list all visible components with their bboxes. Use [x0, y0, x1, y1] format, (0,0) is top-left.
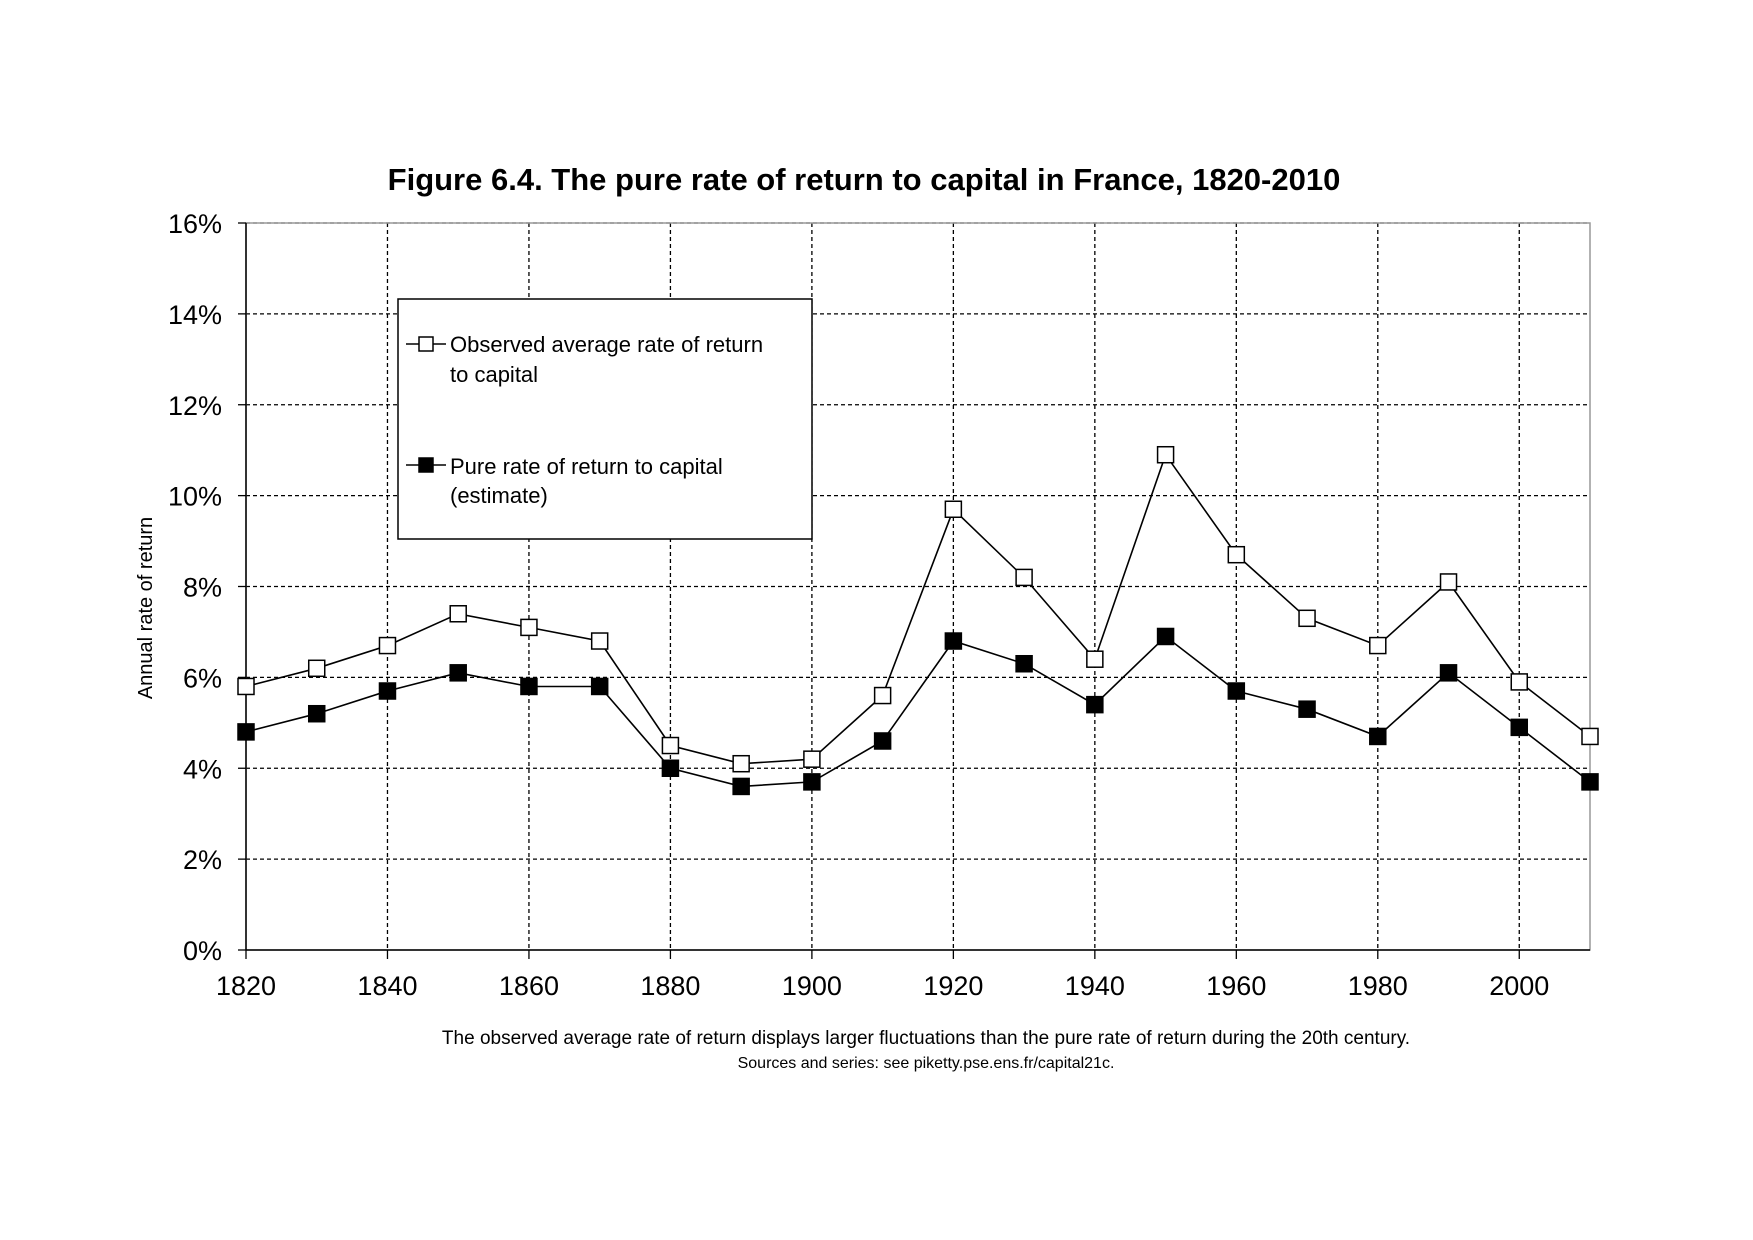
data-point-observed: [944, 500, 963, 519]
chart-caption: The observed average rate of return disp…: [442, 1028, 1410, 1049]
data-point-observed: [1156, 445, 1175, 464]
data-point-observed: [1086, 650, 1104, 668]
data-point-observed: [803, 750, 821, 768]
data-point-observed: [520, 618, 538, 637]
data-point-pure: [661, 759, 680, 777]
axes: [238, 222, 1590, 959]
y-tick-label: 12%: [168, 391, 222, 421]
legend: Observed average rate of return to capit…: [397, 298, 813, 540]
data-point-pure: [1156, 627, 1175, 646]
data-point-pure: [732, 777, 750, 796]
y-tick-label: 6%: [183, 663, 222, 693]
x-tick-label: 1920: [923, 971, 983, 1001]
x-tick-label: 1840: [357, 971, 417, 1001]
data-point-pure: [1581, 773, 1599, 791]
data-point-pure: [449, 664, 467, 682]
data-point-observed: [1298, 609, 1316, 628]
data-point-observed: [661, 736, 680, 755]
y-tick-label: 8%: [183, 573, 222, 603]
x-tick-label: 1940: [1065, 971, 1125, 1001]
legend-pure-marker: [418, 457, 434, 473]
data-point-observed: [1015, 568, 1033, 587]
data-point-observed: [449, 605, 467, 623]
x-tick-label: 1880: [640, 971, 700, 1001]
legend-observed-label-line1: Observed average rate of return: [450, 332, 763, 357]
y-tick-label: 2%: [183, 845, 222, 875]
y-tick-label: 4%: [183, 754, 222, 784]
x-tick-labels: 1820 1840 1860 1880 1900 1920 1940 1960 1980 2000: [216, 971, 1549, 1001]
series-layer: [237, 445, 1599, 796]
x-tick-label: 1860: [499, 971, 559, 1001]
data-point-pure: [307, 704, 326, 723]
data-point-pure: [1510, 718, 1529, 737]
data-point-pure: [237, 723, 255, 741]
data-point-observed: [732, 754, 750, 773]
series-line-pure: [245, 635, 1591, 788]
data-point-pure: [1369, 727, 1387, 746]
data-point-pure: [1015, 654, 1033, 673]
data-point-observed: [1227, 545, 1246, 564]
x-tick-label: 1900: [782, 971, 842, 1001]
y-tick-label: 16%: [168, 209, 222, 239]
data-point-observed: [1510, 673, 1529, 691]
data-point-pure: [1086, 695, 1104, 714]
chart-title: Figure 6.4. The pure rate of return to c…: [388, 162, 1341, 197]
legend-pure-label-line1: Pure rate of return to capital: [450, 454, 723, 479]
data-point-observed: [378, 636, 397, 655]
x-tick-label: 1820: [216, 971, 276, 1001]
x-tick-label: 1980: [1348, 971, 1408, 1001]
x-tick-label: 1960: [1206, 971, 1266, 1001]
chart-source: Sources and series: see piketty.pse.ens.…: [738, 1055, 1115, 1072]
legend-box: [397, 298, 813, 540]
data-point-pure: [873, 732, 892, 750]
data-point-observed: [307, 659, 326, 678]
data-point-observed: [1581, 727, 1599, 746]
x-tick-label: 2000: [1489, 971, 1549, 1001]
legend-observed-label-line2: to capital: [450, 362, 538, 387]
data-point-pure: [590, 677, 609, 696]
legend-observed-marker: [418, 336, 434, 352]
y-tick-labels: 0% 2% 4% 6% 8% 10% 12% 14% 16%: [168, 209, 222, 966]
data-point-pure: [1227, 682, 1246, 700]
y-tick-label: 0%: [183, 936, 222, 966]
y-tick-label: 10%: [168, 482, 222, 512]
data-point-pure: [378, 682, 397, 700]
data-point-observed: [237, 677, 255, 696]
data-point-pure: [1439, 664, 1458, 682]
legend-pure-label-line2: (estimate): [450, 483, 548, 508]
data-point-pure: [944, 632, 963, 650]
series-line-observed: [245, 452, 1591, 765]
data-point-pure: [803, 773, 821, 791]
data-point-observed: [1439, 573, 1458, 591]
data-point-pure: [520, 677, 538, 696]
data-point-observed: [590, 632, 609, 650]
y-tick-label: 14%: [168, 300, 222, 330]
data-point-pure: [1298, 700, 1316, 718]
y-axis-label: Annual rate of return: [135, 517, 157, 699]
data-point-observed: [873, 686, 892, 705]
data-point-observed: [1369, 636, 1387, 655]
